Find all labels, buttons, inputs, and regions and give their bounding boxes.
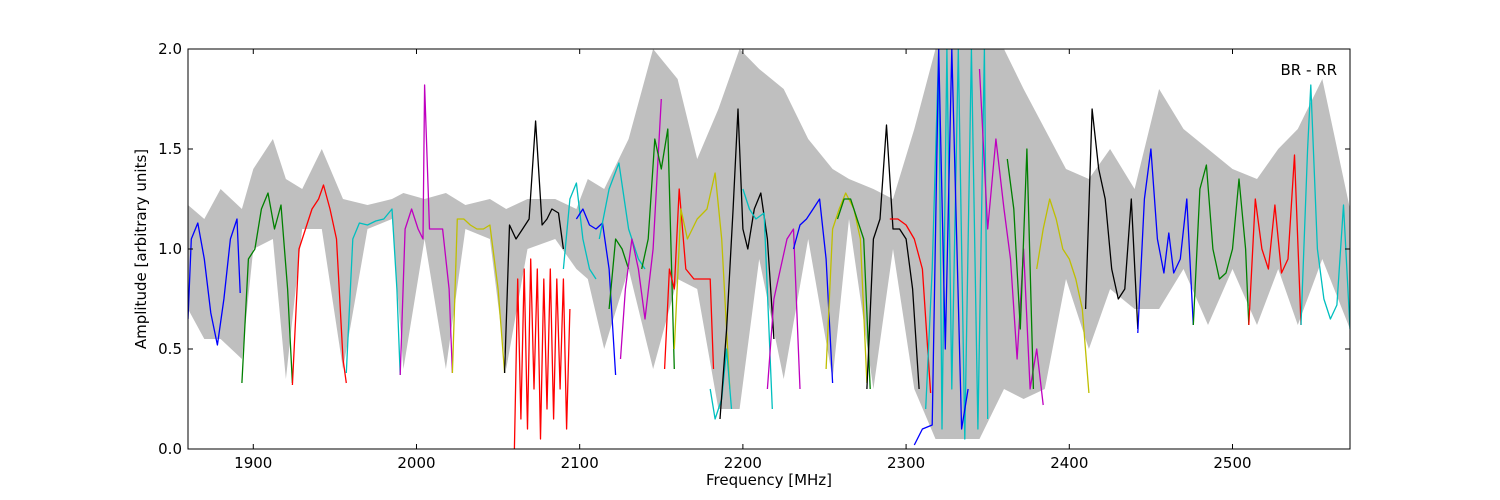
x-tick-label: 2200 [724,454,762,472]
series-line-1 [188,218,241,346]
series-line-14 [641,128,675,370]
series-line-29 [1006,148,1035,390]
series-line-35 [1300,84,1350,330]
series-line-6 [451,218,506,374]
series-line-33 [1192,164,1250,326]
x-tick-label: 2000 [397,454,435,472]
series-line-20 [766,228,801,390]
series-line-24 [866,124,920,390]
series-line-25 [889,218,932,394]
series-line-15 [663,188,715,370]
y-axis: 0.0 0.5 1.0 1.5 2.0 [158,40,1350,458]
y-tick-label: 1.5 [158,140,182,158]
x-tick-label: 2400 [1050,454,1088,472]
series-layer [188,49,1350,449]
series-line-2 [241,192,294,384]
x-tick-label: 2300 [887,454,925,472]
series-line-22 [825,192,868,384]
series-line-4 [345,208,401,376]
x-tick-label: 2100 [561,454,599,472]
series-line-13 [619,98,662,360]
series-line-10 [575,208,617,376]
y-tick-label: 0.0 [158,440,182,458]
series-line-7 [503,120,565,374]
x-tick-label: 2500 [1213,454,1251,472]
x-tick-label: 1900 [234,454,272,472]
series-line-30 [1036,198,1090,394]
series-line-5 [399,84,454,376]
series-line-12 [598,162,646,270]
series-line-32 [1137,148,1194,334]
series-line-16 [673,172,731,390]
series-line-27 [913,49,969,446]
background-envelope [188,49,1350,439]
y-axis-label: Amplitude [arbitrary units] [132,149,150,349]
y-tick-label: 0.5 [158,340,182,358]
series-line-9 [562,182,597,280]
series-line-8 [513,258,571,449]
series-line-34 [1248,154,1302,326]
x-axis-label: Frequency [MHz] [706,471,832,489]
series-line-3 [291,184,347,386]
series-line-21 [792,198,834,384]
series-line-19 [742,188,773,410]
series-line-11 [608,238,630,310]
series-line-23 [836,198,871,390]
background-band-layer [188,49,1350,439]
y-tick-label: 1.0 [158,240,182,258]
annotation-label: BR - RR [1280,61,1337,79]
x-axis: 1900 2000 2100 2200 2300 2400 2500 [234,49,1252,472]
series-line-31 [1084,108,1139,330]
y-tick-label: 2.0 [158,40,182,58]
